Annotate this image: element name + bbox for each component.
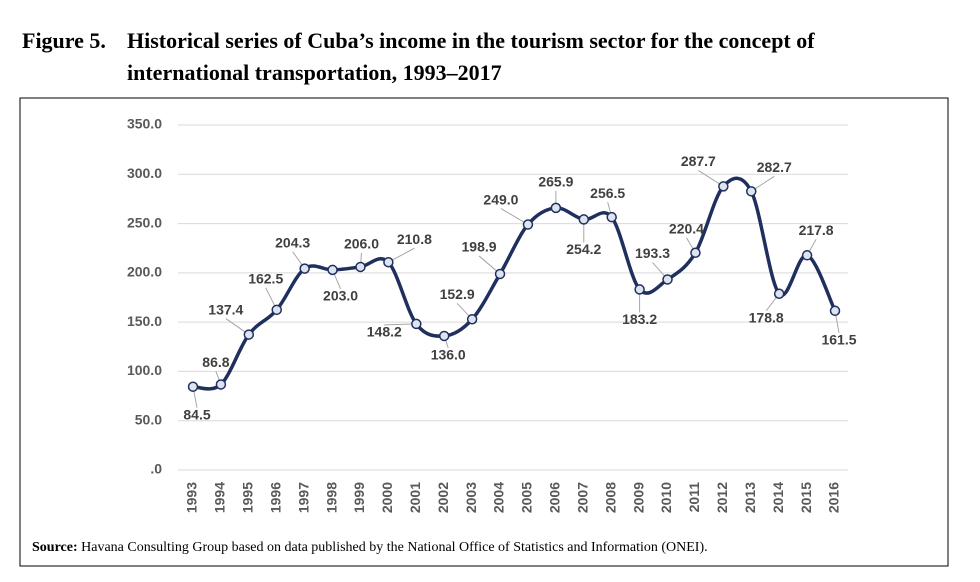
y-tick-label: 250.0 — [127, 214, 162, 230]
value-label: 206.0 — [344, 236, 379, 252]
x-tick-label: 2013 — [742, 482, 758, 513]
value-label: 84.5 — [183, 406, 210, 422]
value-label: 204.3 — [275, 234, 310, 250]
source: Source: Havana Consulting Group based on… — [32, 540, 708, 555]
x-tick-label: 2007 — [574, 482, 590, 513]
x-tick-label: 2001 — [407, 482, 423, 513]
x-tick-label: 2014 — [770, 482, 786, 513]
point — [271, 304, 282, 316]
chart-frame — [19, 97, 949, 567]
value-label: 217.8 — [799, 222, 834, 238]
value-label: 198.9 — [462, 239, 497, 255]
x-tick-label: 2006 — [547, 482, 563, 513]
x-tick-label: 2005 — [519, 482, 535, 513]
value-label: 203.0 — [323, 288, 358, 304]
x-tick-label: 1999 — [351, 482, 367, 513]
x-tick-label: 2000 — [379, 482, 395, 513]
chart-title: Historical series of Cuba’s income in th… — [127, 28, 815, 53]
point — [466, 314, 478, 325]
point — [299, 263, 310, 274]
value-label: 136.0 — [431, 347, 466, 363]
x-tick-label: 1993 — [184, 482, 200, 513]
value-label: 137.4 — [208, 301, 243, 317]
x-tick-label: 2008 — [602, 482, 618, 513]
value-label: 161.5 — [821, 332, 856, 348]
value-label: 152.9 — [440, 286, 475, 302]
point — [773, 288, 785, 300]
point — [746, 186, 757, 197]
value-label: 183.2 — [622, 311, 657, 327]
y-tick-label: 50.0 — [135, 411, 162, 427]
series-line — [192, 176, 837, 391]
x-tick-label: 2016 — [826, 482, 842, 513]
x-tick-label: 1995 — [240, 482, 256, 513]
y-tick-label: 150.0 — [127, 313, 162, 329]
x-tick-label: 2004 — [491, 482, 507, 513]
point — [327, 264, 338, 276]
x-tick-label: 2009 — [630, 482, 646, 513]
point — [383, 256, 394, 268]
value-label: 86.8 — [202, 354, 229, 370]
x-tick-label: 2015 — [798, 482, 814, 513]
x-tick-label: 2003 — [463, 482, 479, 513]
value-label: 282.7 — [757, 159, 792, 175]
point — [438, 330, 450, 342]
value-label: 148.2 — [367, 324, 402, 340]
value-label: 256.5 — [590, 185, 625, 201]
x-tick-label: 1997 — [295, 482, 311, 513]
point — [355, 261, 366, 273]
point — [606, 211, 617, 223]
point — [634, 284, 645, 295]
point — [690, 247, 701, 258]
y-tick-label: 350.0 — [127, 116, 162, 132]
value-label: 162.5 — [248, 271, 283, 287]
chart-title: international transportation, 1993–2017 — [127, 60, 502, 85]
x-tick-label: 2002 — [435, 482, 451, 513]
point — [718, 181, 729, 192]
value-label: 254.2 — [566, 241, 601, 257]
point — [215, 379, 227, 390]
y-tick-label: .0 — [150, 461, 162, 477]
point — [243, 329, 255, 340]
point — [801, 250, 813, 261]
value-label: 210.8 — [397, 231, 432, 247]
y-tick-label: 100.0 — [127, 362, 162, 378]
point — [187, 381, 199, 392]
value-label: 220.4 — [669, 220, 704, 236]
point — [550, 202, 562, 214]
value-label: 265.9 — [538, 174, 573, 190]
value-label: 193.3 — [635, 245, 670, 261]
x-tick-label: 1994 — [212, 482, 228, 513]
x-tick-label: 1998 — [323, 482, 339, 513]
y-tick-label: 300.0 — [127, 165, 162, 181]
point — [411, 318, 422, 330]
point — [662, 274, 673, 285]
source-text: Havana Consulting Group based on data pu… — [81, 540, 708, 555]
x-tick-label: 1996 — [267, 482, 283, 513]
point — [578, 214, 590, 225]
value-label: 287.7 — [681, 153, 716, 169]
x-tick-label: 2011 — [686, 482, 702, 513]
x-tick-label: 2010 — [658, 482, 674, 513]
source-label: Source: — [32, 540, 78, 555]
y-tick-label: 200.0 — [127, 264, 162, 280]
point — [494, 268, 506, 280]
figure-label: Figure 5. — [22, 28, 106, 53]
leader-line — [384, 323, 417, 326]
value-label: 178.8 — [749, 309, 784, 325]
point — [522, 219, 534, 230]
point — [829, 305, 841, 317]
value-label: 249.0 — [483, 191, 518, 207]
x-tick-label: 2012 — [714, 482, 730, 513]
